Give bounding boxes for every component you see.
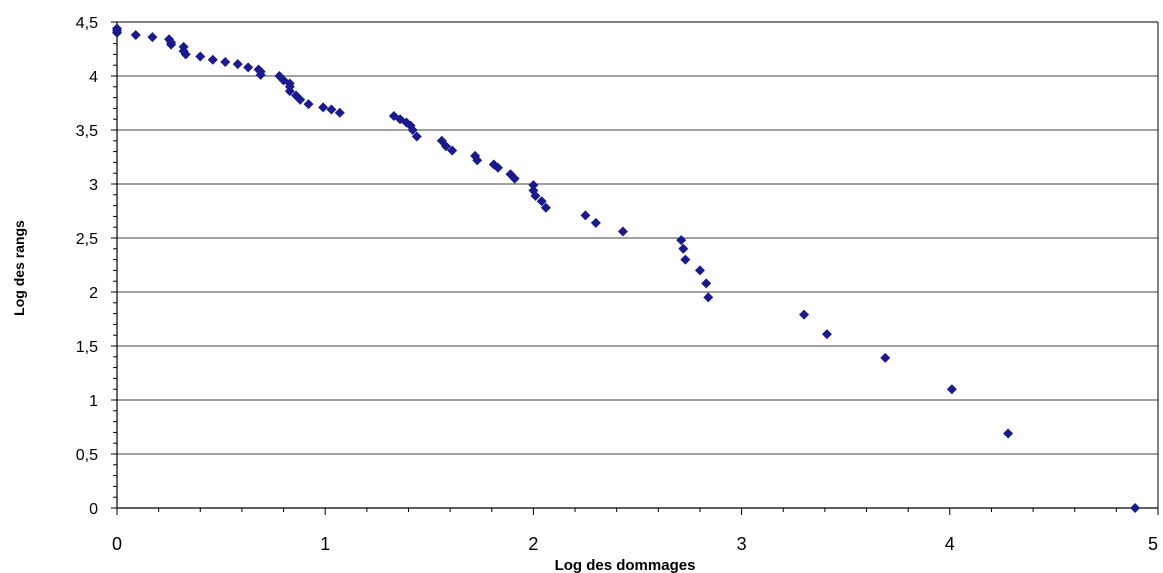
data-point <box>295 94 306 105</box>
data-point <box>701 278 712 289</box>
x-tick-label: 0 <box>112 534 122 554</box>
y-tick-label: 4,5 <box>76 15 98 32</box>
x-tick-label: 5 <box>1148 534 1158 554</box>
data-point <box>590 217 601 228</box>
axes <box>116 21 1159 509</box>
data-point <box>303 99 314 110</box>
data-point <box>207 54 218 65</box>
data-point <box>799 309 810 320</box>
x-tick-label: 3 <box>737 534 747 554</box>
data-point <box>536 196 547 207</box>
data-point <box>255 69 266 80</box>
data-point <box>540 202 551 213</box>
data-point <box>407 125 418 135</box>
data-point <box>493 162 504 173</box>
data-point <box>243 62 254 73</box>
data-point <box>220 56 231 67</box>
x-axis-title: Log des dommages <box>555 557 696 573</box>
y-tick-label: 0,5 <box>76 447 98 464</box>
y-tick-label: 3,5 <box>76 123 98 140</box>
data-point <box>509 173 520 184</box>
data-point <box>147 32 158 43</box>
y-axis-title: Log des rangs <box>11 220 27 316</box>
x-tick-label: 1 <box>320 534 330 554</box>
x-tick-label: 2 <box>528 534 538 554</box>
y-tick-label: 2 <box>89 285 98 302</box>
data-point <box>528 180 539 191</box>
data-points <box>112 23 1141 513</box>
data-point <box>334 107 345 118</box>
y-tick-label: 1,5 <box>76 339 98 356</box>
y-tick-label: 4 <box>89 69 98 86</box>
data-point <box>447 145 458 156</box>
data-point <box>821 329 832 340</box>
data-point <box>284 86 295 97</box>
data-point <box>530 190 541 201</box>
data-point <box>580 210 591 221</box>
data-point <box>166 39 177 50</box>
data-point <box>1130 503 1141 513</box>
data-point <box>678 243 689 254</box>
y-tick-label: 2,5 <box>76 231 98 248</box>
data-point <box>946 384 957 395</box>
data-point <box>694 265 705 276</box>
y-tick-labels: 0 0,5 1 1,5 2 2,5 3 3,5 4 4,5 <box>76 15 98 518</box>
data-point <box>130 29 141 40</box>
data-point <box>411 131 422 142</box>
data-point <box>318 102 329 113</box>
data-point <box>232 59 243 70</box>
x-tick-labels: 0 1 2 3 4 5 <box>112 534 1158 554</box>
data-point <box>1003 428 1014 439</box>
data-point <box>112 27 122 38</box>
y-tick-label: 0 <box>89 501 98 518</box>
data-point <box>180 49 191 60</box>
tick-marks <box>111 21 1159 515</box>
data-point <box>676 235 687 246</box>
y-tick-label: 3 <box>89 177 98 194</box>
data-point <box>617 226 628 237</box>
data-point <box>703 292 714 303</box>
data-point <box>440 141 451 152</box>
y-tick-label: 1 <box>89 393 98 410</box>
data-point <box>326 104 337 115</box>
data-point <box>472 155 483 166</box>
gridlines <box>117 75 1158 455</box>
data-point <box>195 51 206 62</box>
x-tick-label: 4 <box>945 534 955 554</box>
data-point <box>680 254 691 265</box>
data-point <box>880 352 891 363</box>
